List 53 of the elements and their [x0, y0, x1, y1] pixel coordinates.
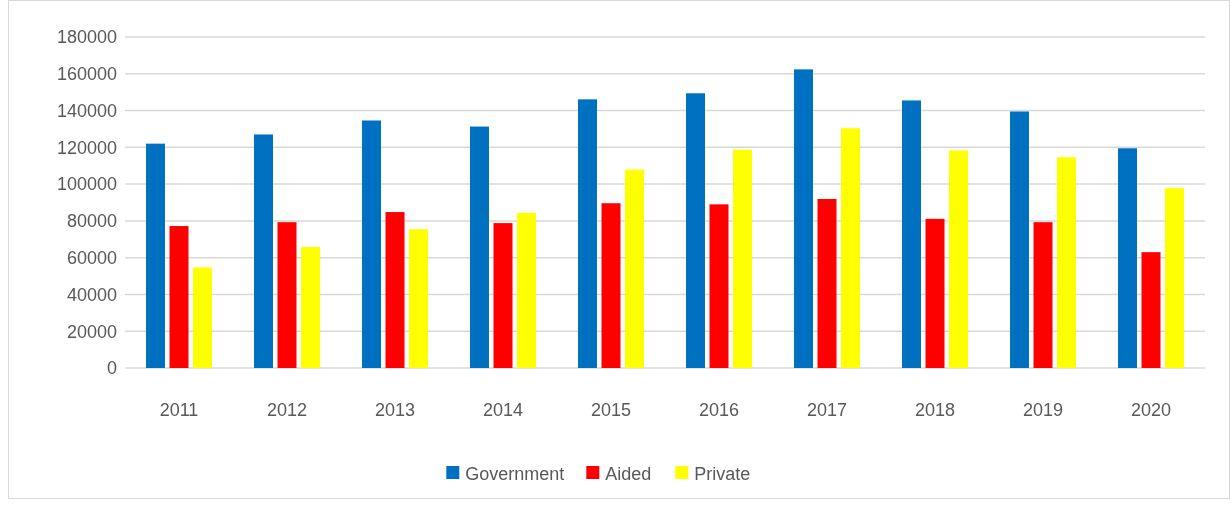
bar	[841, 128, 860, 368]
bar	[578, 99, 597, 368]
y-tick-label: 60000	[66, 247, 117, 268]
bar	[817, 199, 837, 368]
bar	[146, 143, 165, 368]
bar	[169, 226, 189, 368]
x-tick-label: 2020	[1130, 400, 1172, 420]
x-tick-label: 2016	[698, 400, 740, 420]
y-tick-label: 160000	[56, 64, 117, 85]
y-tick-label: 80000	[66, 211, 117, 232]
bar	[517, 212, 536, 368]
y-tick-label: 20000	[66, 321, 117, 342]
x-tick-label: 2017	[806, 400, 848, 420]
bar	[709, 204, 729, 368]
bar	[277, 222, 297, 368]
legend-label: Private	[694, 464, 751, 485]
x-tick-label: 2019	[1022, 400, 1064, 420]
y-tick-label: 0	[106, 358, 117, 379]
bar	[362, 120, 381, 368]
bar	[254, 134, 273, 368]
y-tick-label: 40000	[66, 284, 117, 305]
x-tick-label: 2014	[482, 400, 524, 420]
x-tick-label: 2013	[374, 400, 416, 420]
y-tick-label: 180000	[56, 27, 117, 48]
y-tick-label: 140000	[56, 100, 117, 121]
bar	[385, 212, 405, 368]
bar	[686, 93, 705, 368]
bar	[1010, 111, 1029, 368]
bar	[1165, 188, 1184, 368]
x-tick-label: 2018	[914, 400, 956, 420]
bar	[493, 223, 513, 368]
x-tick-label: 2015	[590, 400, 632, 420]
bar	[949, 150, 968, 368]
bar	[733, 149, 752, 368]
x-tick-label: 2012	[266, 400, 308, 420]
bar	[925, 218, 945, 368]
bar	[470, 126, 489, 368]
bar	[301, 247, 320, 368]
legend-label: Government	[465, 464, 565, 485]
bar	[1033, 222, 1053, 368]
legend-label: Aided	[605, 464, 652, 485]
bar	[1057, 157, 1076, 368]
bar	[1118, 148, 1137, 368]
bar	[902, 100, 921, 368]
bar	[794, 69, 813, 368]
bar	[193, 267, 212, 368]
bar	[1141, 252, 1161, 368]
y-tick-label: 100000	[56, 174, 117, 195]
bar	[409, 229, 428, 368]
x-tick-label: 2011	[159, 400, 199, 420]
y-tick-label: 120000	[56, 137, 117, 158]
bar	[601, 203, 621, 368]
bar	[625, 169, 644, 368]
